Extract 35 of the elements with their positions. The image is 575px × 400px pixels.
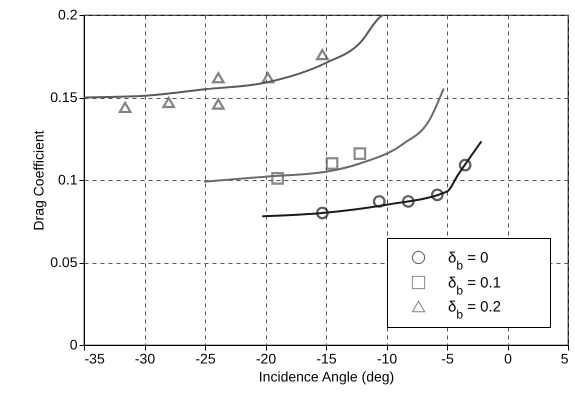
point <box>458 158 472 172</box>
legend-label: δ$_{b}$ = 0.2 <box>448 298 501 322</box>
y-tick-label: 0.15 <box>50 89 78 105</box>
y-tick-label: 0 <box>70 336 78 352</box>
point <box>271 172 284 185</box>
x-axis-title: Incidence Angle (deg) <box>258 368 394 384</box>
line-series <box>204 88 444 183</box>
point <box>430 188 444 202</box>
point <box>162 96 176 108</box>
point <box>316 206 329 220</box>
point <box>316 48 329 60</box>
point <box>372 195 386 208</box>
point <box>354 147 366 160</box>
x-tick-label: -30 <box>134 350 156 366</box>
x-tick-label: -5 <box>441 350 454 366</box>
line-series <box>262 141 482 218</box>
y-tick-label: 0.2 <box>58 6 78 22</box>
y-tick-label: 0.05 <box>50 254 78 270</box>
y-tick-label: 0.1 <box>58 172 78 188</box>
point <box>262 72 274 84</box>
point <box>118 102 132 114</box>
point <box>326 157 338 170</box>
x-tick-label: -10 <box>376 350 398 366</box>
x-tick-label: -15 <box>316 350 337 366</box>
point <box>402 195 415 208</box>
x-tick-label: -35 <box>84 350 105 366</box>
x-tick-label: 5 <box>560 350 569 366</box>
point <box>212 72 225 84</box>
legend-label: δ$_{b}$ = 0 <box>448 250 488 272</box>
y-axis-title: Drag Coefficient <box>30 130 46 231</box>
x-tick-label: 0 <box>504 350 512 366</box>
x-tick-label: -20 <box>256 350 276 366</box>
point <box>212 98 225 110</box>
legend-label: δ$_{b}$ = 0.1 <box>448 274 501 298</box>
x-tick-label: -25 <box>195 350 216 366</box>
